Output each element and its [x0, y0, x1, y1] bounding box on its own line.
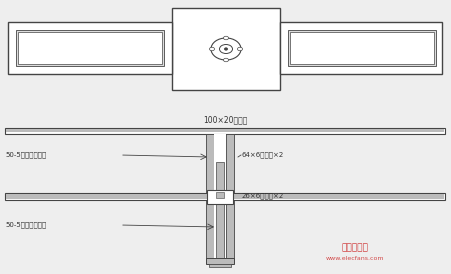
- Text: 100×20镌铜板: 100×20镌铜板: [203, 115, 247, 124]
- Text: 26×6镌铜板×2: 26×6镌铜板×2: [242, 193, 284, 199]
- Ellipse shape: [210, 47, 215, 51]
- Text: 50-5同轴电罆内茈: 50-5同轴电罆内茈: [5, 222, 46, 228]
- Bar: [280, 22, 442, 74]
- Bar: [206, 258, 234, 264]
- Bar: [288, 30, 436, 66]
- Bar: [214, 134, 226, 263]
- Text: 50-5同轴电罆介质: 50-5同轴电罆介质: [5, 152, 46, 158]
- Bar: [206, 134, 214, 263]
- Bar: [16, 30, 164, 66]
- Text: 64×6镌铜板×2: 64×6镌铜板×2: [242, 152, 284, 158]
- Text: 电子发烧友: 电子发烧友: [341, 244, 368, 253]
- Bar: [5, 193, 445, 200]
- Ellipse shape: [238, 47, 243, 51]
- Bar: [216, 192, 224, 198]
- Bar: [207, 190, 233, 204]
- Bar: [6, 129, 444, 132]
- Bar: [8, 22, 172, 74]
- Bar: [6, 194, 444, 199]
- Ellipse shape: [224, 58, 229, 62]
- Bar: [5, 128, 445, 134]
- Bar: [216, 162, 224, 263]
- Ellipse shape: [224, 36, 229, 40]
- Bar: [209, 264, 231, 267]
- Ellipse shape: [220, 44, 233, 53]
- Ellipse shape: [211, 38, 241, 60]
- Bar: [226, 134, 234, 263]
- Bar: [172, 8, 280, 90]
- Text: www.elecfans.com: www.elecfans.com: [326, 255, 384, 261]
- Bar: [290, 32, 434, 64]
- Bar: [18, 32, 162, 64]
- Ellipse shape: [224, 48, 228, 50]
